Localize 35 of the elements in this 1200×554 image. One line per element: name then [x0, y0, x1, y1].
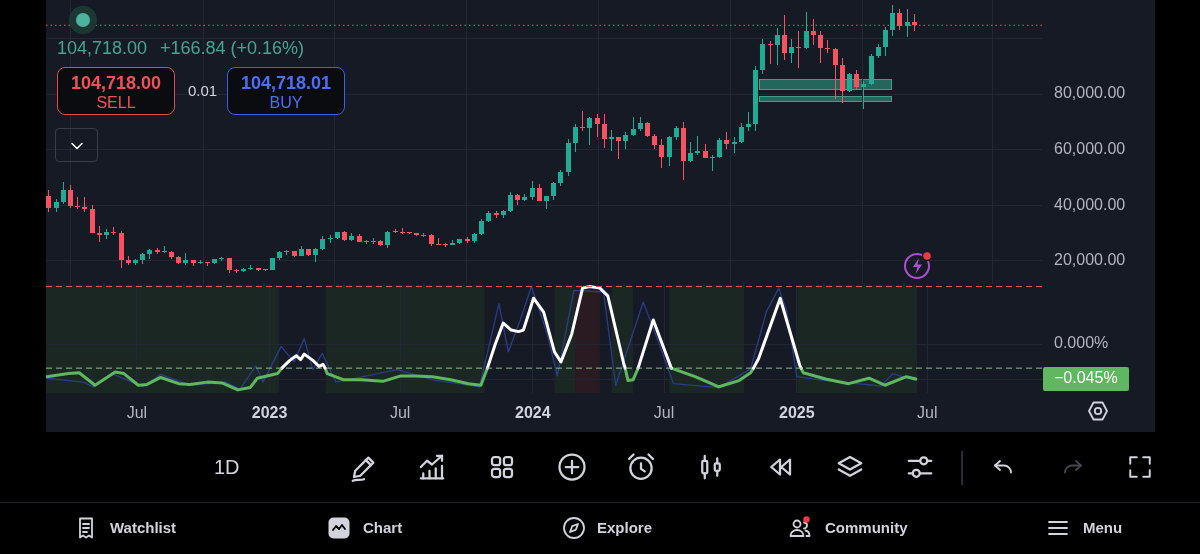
text: Explore [597, 518, 653, 538]
candlestick [75, 197, 80, 209]
x-tick-label: Jul [389, 404, 411, 422]
text: 1D [214, 455, 240, 479]
annotation: SELL [95, 94, 137, 112]
y-tick-label: 20,000.00 [1054, 251, 1126, 269]
x-tick-label: 2025 [778, 404, 815, 422]
x-tick-label: Jul [917, 404, 938, 422]
order-button: 104,718.01 BUY [227, 67, 345, 115]
x-tick-label: 2023 [251, 404, 288, 422]
y-tick-label: 60,000.00 [1054, 140, 1126, 158]
annotation: 104,718.01 [239, 72, 333, 94]
x-tick-label: Jul [126, 404, 148, 422]
annotation: +166.84 (+0.16%) [160, 38, 305, 59]
candlestick [825, 40, 830, 53]
candlestick [710, 155, 715, 171]
annotation: BUY [268, 94, 304, 112]
candlestick [796, 31, 801, 68]
text: Menu [1083, 518, 1123, 538]
x-tick-label: Jul [653, 404, 675, 422]
annotation: 104,718.00 [69, 72, 163, 94]
candlestick [609, 130, 614, 151]
y-tick-label: −0.045% [1054, 369, 1118, 387]
x-tick-label: 2024 [515, 404, 551, 422]
order-button: 104,718.00 SELL [57, 67, 175, 115]
y-tick-label: 0.000% [1054, 334, 1109, 352]
text: Chart [363, 518, 403, 538]
text: Community [825, 518, 908, 538]
y-tick-label: 80,000.00 [1054, 84, 1126, 102]
annotation: 0.01 [188, 82, 218, 99]
annotation: 104,718.00 [57, 38, 148, 59]
y-tick-label: 40,000.00 [1054, 195, 1126, 213]
text: Watchlist [110, 518, 177, 538]
candlestick [580, 111, 585, 131]
candlestick [768, 41, 773, 64]
